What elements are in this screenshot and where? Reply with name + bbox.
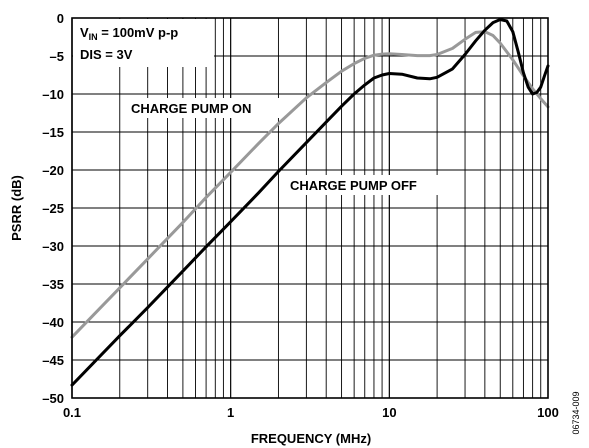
y-tick-label: –25 [42, 201, 64, 216]
annotation-charge-pump-on: CHARGE PUMP ON [131, 101, 251, 116]
series-line-charge-pump-off [70, 18, 550, 387]
y-tick-label: –10 [42, 87, 64, 102]
y-tick-label: –35 [42, 277, 64, 292]
y-tick-label: –40 [42, 315, 64, 330]
y-tick-label: –20 [42, 163, 64, 178]
x-tick-label: 0.1 [63, 405, 81, 420]
y-axis-title: PSRR (dB) [9, 175, 24, 241]
x-axis-title: FREQUENCY (MHz) [251, 431, 371, 446]
x-tick-label: 10 [382, 405, 396, 420]
tick-labels: 0 –5 –10 –15 –20 –25 –30 –35 –40 –45 –500.1 1 10 100 [42, 11, 559, 420]
figure-id: 06734-009 [571, 391, 581, 434]
series-line-charge-pump-on [70, 30, 550, 339]
y-tick-label: 0 [57, 11, 64, 26]
y-tick-label: –5 [50, 49, 64, 64]
annotation-off-bg [285, 175, 447, 195]
y-tick-label: –50 [42, 391, 64, 406]
annotation-charge-pump-off: CHARGE PUMP OFF [290, 178, 417, 193]
conditions-line-1: VIN = 100mV p-p [80, 25, 178, 42]
y-tick-label: –15 [42, 125, 64, 140]
y-tick-label: –30 [42, 239, 64, 254]
y-tick-label: –45 [42, 353, 64, 368]
annotation-on-bg [126, 98, 280, 118]
conditions-line-2: DIS = 3V [80, 47, 133, 62]
conditions-box [73, 19, 214, 67]
series-layer [70, 18, 550, 387]
x-tick-label: 1 [227, 405, 234, 420]
plot-frame [71, 17, 549, 399]
x-tick-label: 100 [537, 405, 559, 420]
